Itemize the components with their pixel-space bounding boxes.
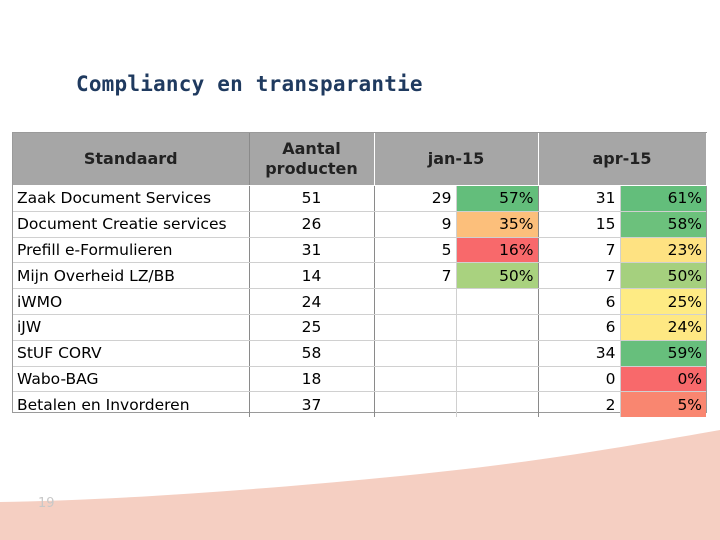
header-row: Standaard Aantal producten jan-15 apr-15 — [13, 133, 707, 186]
table-row: iWMO 24 6 25% — [13, 288, 707, 315]
table-row: Wabo-BAG 18 0 0% — [13, 366, 707, 393]
table-row: Document Creatie services 26 9 35% 15 58% — [13, 211, 707, 238]
cell-apr-count: 15 — [538, 211, 621, 238]
cell-apr-count: 0 — [538, 366, 621, 393]
cell-jan-pct — [456, 288, 539, 315]
cell-aantal: 26 — [249, 211, 375, 238]
cell-aantal: 37 — [249, 391, 375, 418]
compliancy-table: Standaard Aantal producten jan-15 apr-15… — [12, 132, 707, 418]
cell-apr-count: 2 — [538, 391, 621, 418]
cell-standaard: Mijn Overheid LZ/BB — [13, 262, 250, 290]
cell-standaard: Document Creatie services — [13, 211, 250, 238]
cell-standaard: iWMO — [13, 288, 250, 315]
cell-apr-pct: 50% — [620, 262, 707, 290]
cell-standaard: Zaak Document Services — [13, 185, 250, 212]
table-row: Zaak Document Services 51 29 57% 31 61% — [13, 185, 707, 212]
cell-standaard: iJW — [13, 314, 250, 341]
cell-apr-count: 34 — [538, 340, 621, 367]
table-row: iJW 25 6 24% — [13, 314, 707, 341]
cell-jan-pct: 57% — [456, 185, 539, 212]
cell-apr-pct: 23% — [620, 237, 707, 264]
cell-apr-pct: 24% — [620, 314, 707, 341]
cell-standaard: Wabo-BAG — [13, 366, 250, 393]
cell-jan-pct: 35% — [456, 211, 539, 238]
cell-jan-pct: 16% — [456, 237, 539, 264]
header-aantal-line2: producten — [265, 159, 358, 178]
cell-jan-count: 29 — [374, 185, 457, 212]
cell-apr-pct: 58% — [620, 211, 707, 238]
header-aantal-producten: Aantal producten — [249, 133, 375, 186]
cell-apr-pct: 5% — [620, 391, 707, 418]
decorative-wave — [0, 430, 720, 540]
cell-standaard: Betalen en Invorderen — [13, 391, 250, 418]
cell-jan-count — [374, 340, 457, 367]
table-row: Mijn Overheid LZ/BB 14 7 50% 7 50% — [13, 262, 707, 290]
cell-aantal: 25 — [249, 314, 375, 341]
cell-jan-count: 9 — [374, 211, 457, 238]
header-period-jan: jan-15 — [374, 133, 539, 186]
cell-apr-pct: 25% — [620, 288, 707, 315]
cell-aantal: 18 — [249, 366, 375, 393]
cell-aantal: 14 — [249, 262, 375, 290]
header-standaard: Standaard — [13, 133, 250, 186]
cell-standaard: Prefill e-Formulieren — [13, 237, 250, 264]
cell-jan-pct: 50% — [456, 262, 539, 290]
cell-apr-count: 7 — [538, 237, 621, 264]
cell-jan-count — [374, 366, 457, 393]
cell-standaard: StUF CORV — [13, 340, 250, 367]
cell-jan-count — [374, 288, 457, 315]
cell-apr-count: 6 — [538, 314, 621, 341]
cell-jan-pct — [456, 391, 539, 418]
cell-jan-count — [374, 391, 457, 418]
page-number: 19 — [38, 496, 55, 511]
cell-apr-count: 31 — [538, 185, 621, 212]
cell-jan-count: 7 — [374, 262, 457, 290]
cell-apr-count: 6 — [538, 288, 621, 315]
cell-jan-count — [374, 314, 457, 341]
header-period-apr: apr-15 — [538, 133, 707, 186]
table-row: StUF CORV 58 34 59% — [13, 340, 707, 367]
cell-aantal: 24 — [249, 288, 375, 315]
cell-aantal: 58 — [249, 340, 375, 367]
wave-shape — [0, 430, 720, 540]
cell-aantal: 51 — [249, 185, 375, 212]
cell-apr-pct: 0% — [620, 366, 707, 393]
cell-aantal: 31 — [249, 237, 375, 264]
cell-jan-pct — [456, 314, 539, 341]
table-body: Zaak Document Services 51 29 57% 31 61% Docume… — [13, 185, 707, 418]
header-aantal-line1: Aantal — [282, 139, 341, 158]
cell-jan-pct — [456, 340, 539, 367]
cell-apr-pct: 61% — [620, 185, 707, 212]
cell-apr-count: 7 — [538, 262, 621, 290]
table-row: Betalen en Invorderen 37 2 5% — [13, 391, 707, 418]
data-table: Standaard Aantal producten jan-15 apr-15… — [13, 133, 707, 418]
cell-apr-pct: 59% — [620, 340, 707, 367]
cell-jan-pct — [456, 366, 539, 393]
slide-title: Compliancy en transparantie — [76, 72, 423, 96]
cell-jan-count: 5 — [374, 237, 457, 264]
table-row: Prefill e-Formulieren 31 5 16% 7 23% — [13, 237, 707, 264]
